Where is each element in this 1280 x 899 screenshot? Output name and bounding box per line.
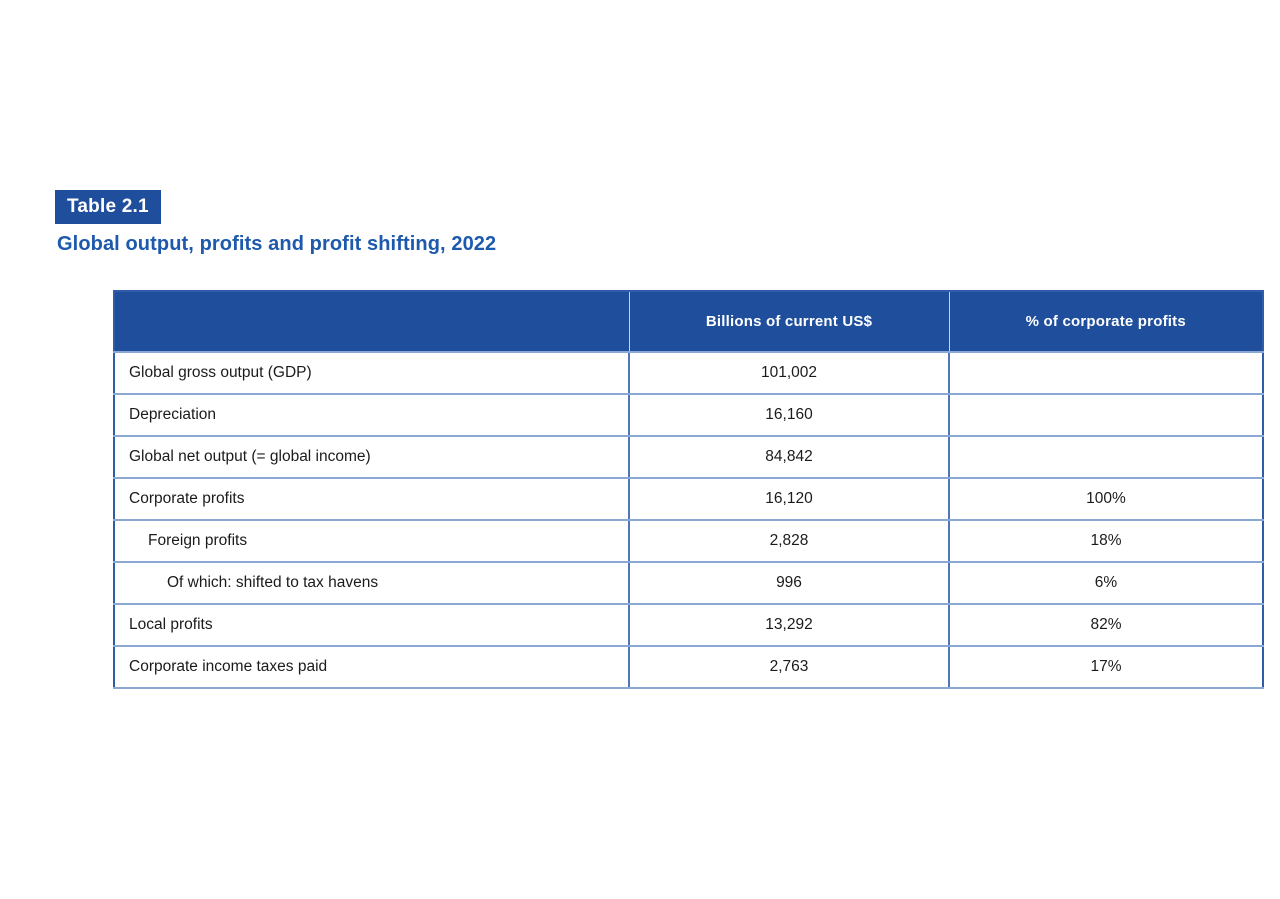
table-row: Local profits 13,292 82%	[114, 604, 1263, 647]
table-body: Global gross output (GDP) 101,002 Deprecia…	[114, 352, 1263, 689]
table-row: Of which: shifted to tax havens 996 6%	[114, 562, 1263, 605]
table-row: Global gross output (GDP) 101,002	[114, 352, 1263, 395]
table-title: Global output, profits and profit shifti…	[57, 233, 497, 255]
pct-value-cell	[948, 394, 1263, 437]
column-header-usd: Billions of current US$	[628, 291, 949, 353]
row-label-cell: Depreciation	[114, 394, 629, 437]
usd-value-cell: 16,160	[628, 394, 949, 437]
pct-value-cell: 6%	[948, 562, 1263, 605]
data-table: Billions of current US$ % of corporate p…	[113, 290, 1264, 689]
column-header-empty	[114, 291, 629, 353]
pct-value-cell: 17%	[948, 646, 1263, 689]
pct-value-cell	[948, 352, 1263, 395]
table-row: Global net output (= global income) 84,84…	[114, 436, 1263, 479]
pct-value-cell: 18%	[948, 520, 1263, 563]
row-label-cell: Global gross output (GDP)	[114, 352, 629, 395]
row-label-cell: Corporate income taxes paid	[114, 646, 629, 689]
table-header-row: Billions of current US$ % of corporate p…	[114, 291, 1263, 353]
row-label-cell: Global net output (= global income)	[114, 436, 629, 479]
table-row: Foreign profits 2,828 18%	[114, 520, 1263, 563]
usd-value-cell: 101,002	[628, 352, 949, 395]
usd-value-cell: 13,292	[628, 604, 949, 647]
usd-value-cell: 84,842	[628, 436, 949, 479]
data-table-container: Billions of current US$ % of corporate p…	[113, 290, 1264, 689]
row-label-cell: Of which: shifted to tax havens	[114, 562, 629, 605]
row-label-cell: Local profits	[114, 604, 629, 647]
usd-value-cell: 996	[628, 562, 949, 605]
row-label-cell: Foreign profits	[114, 520, 629, 563]
row-label-cell: Corporate profits	[114, 478, 629, 521]
pct-value-cell: 82%	[948, 604, 1263, 647]
usd-value-cell: 2,763	[628, 646, 949, 689]
table-row: Corporate profits 16,120 100%	[114, 478, 1263, 521]
pct-value-cell: 100%	[948, 478, 1263, 521]
column-header-pct: % of corporate profits	[948, 291, 1263, 353]
usd-value-cell: 16,120	[628, 478, 949, 521]
pct-value-cell	[948, 436, 1263, 479]
table-row: Corporate income taxes paid 2,763 17%	[114, 646, 1263, 689]
table-number-badge: Table 2.1	[55, 190, 161, 224]
table-row: Depreciation 16,160	[114, 394, 1263, 437]
usd-value-cell: 2,828	[628, 520, 949, 563]
